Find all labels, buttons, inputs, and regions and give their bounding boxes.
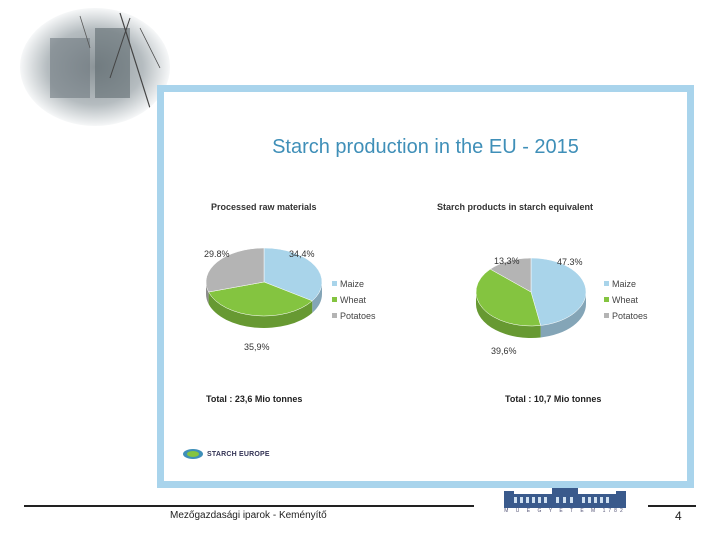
pie-2-legend-swatch-maize xyxy=(604,281,609,286)
pie-2-label-maize: 47.3% xyxy=(557,257,583,267)
pie-2-slice-potatoes xyxy=(489,257,532,293)
chart-2-total: Total : 10,7 Mio tonnes xyxy=(505,394,601,404)
page-number: 4 xyxy=(675,509,682,523)
corner-building-photo xyxy=(20,8,170,126)
pie-1-side-wheat xyxy=(208,292,313,328)
slide-title: Starch production in the EU - 2015 xyxy=(272,136,579,158)
pie-legends: Maize Wheat Potatoes Maize Wheat Potatoes xyxy=(332,279,648,321)
pie-1-slice-potatoes xyxy=(205,247,265,293)
pie-2-label-potatoes: 13,3% xyxy=(494,256,520,266)
chart-2-total-value: 10,7 Mio tonnes xyxy=(533,394,602,404)
pie-1-legend-label-wheat: Wheat xyxy=(340,295,367,305)
footer-divider-right xyxy=(648,505,696,507)
starch-europe-logo-icon xyxy=(183,449,203,459)
pie-1-legend-label-maize: Maize xyxy=(340,279,364,289)
pie-1-legend-swatch-maize xyxy=(332,281,337,286)
chart-2-total-prefix: Total : xyxy=(505,394,534,404)
footer-text: Mezőgazdasági iparok - Keményítő xyxy=(170,510,327,521)
pie-2-slice-maize xyxy=(530,257,587,326)
slide-content: Starch production in the EU - 2015 Proce… xyxy=(164,92,687,481)
footer-divider-left xyxy=(24,505,474,507)
pie-2-legend-swatch-potatoes xyxy=(604,313,609,318)
pie-1-label-potatoes: 29.8% xyxy=(204,249,230,259)
chart-1-total: Total : 23,6 Mio tonnes xyxy=(206,394,302,404)
building-caption: M Ű E G Y E T E M 1782 xyxy=(504,508,626,514)
pie-2-legend-swatch-wheat xyxy=(604,297,609,302)
pie-1-legend-swatch-wheat xyxy=(332,297,337,302)
pie-2-legend-label-potatoes: Potatoes xyxy=(612,311,648,321)
chart-1-total-prefix: Total : xyxy=(206,394,235,404)
pie-2-slice-wheat xyxy=(475,268,541,327)
chart-1-total-value: 23,6 Mio tonnes xyxy=(234,394,303,404)
pie-2-label-wheat: 39,6% xyxy=(491,346,517,356)
pie-1-label-maize: 34,4% xyxy=(289,249,315,259)
pie-labels: 34,4% 35,9% 29.8% 47.3% 39,6% 13,3% xyxy=(204,249,583,356)
chart-2-title: Starch products in starch equivalent xyxy=(437,202,594,212)
slide-frame: Starch production in the EU - 2015 Proce… xyxy=(157,85,694,488)
pie-1-legend-swatch-potatoes xyxy=(332,313,337,318)
pie-2-side-wheat xyxy=(476,292,541,338)
pie-charts-svg: Maize Wheat Potatoes Maize Wheat Potatoes 34,… xyxy=(204,247,648,356)
logo-text: STARCH EUROPE xyxy=(207,450,270,458)
university-building-logo xyxy=(504,488,626,508)
pie-1-side-maize xyxy=(312,282,322,313)
pie-chart-1 xyxy=(205,247,323,328)
pie-1-legend-label-potatoes: Potatoes xyxy=(340,311,376,321)
pie-chart-2 xyxy=(475,257,587,338)
pie-2-legend-label-wheat: Wheat xyxy=(612,295,639,305)
pie-1-label-wheat: 35,9% xyxy=(244,342,270,352)
pie-2-legend-label-maize: Maize xyxy=(612,279,636,289)
pie-2-side-maize xyxy=(540,292,586,338)
corner-photo-graphic xyxy=(50,12,161,109)
starch-europe-logo: STARCH EUROPE xyxy=(182,448,270,460)
pie-1-slice-wheat xyxy=(208,281,313,317)
chart-1-title: Processed raw materials xyxy=(211,202,317,212)
